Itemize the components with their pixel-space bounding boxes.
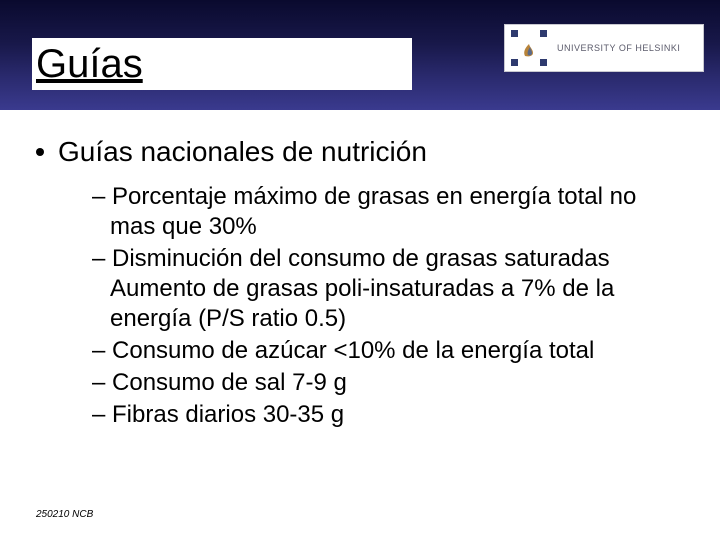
sub-item: – Consumo de sal 7-9 g	[92, 368, 664, 398]
sub-list: – Porcentaje máximo de grasas en energía…	[36, 182, 684, 430]
title-bar: Guías	[32, 38, 412, 90]
logo-mark-icon	[511, 30, 547, 66]
flame-icon	[519, 38, 539, 58]
university-logo: UNIVERSITY OF HELSINKI	[504, 24, 704, 72]
main-bullet: Guías nacionales de nutrición	[36, 136, 684, 168]
sub-item: – Porcentaje máximo de grasas en energía…	[92, 182, 664, 242]
footer-note: 250210 NCB	[36, 509, 93, 520]
logo-text: UNIVERSITY OF HELSINKI	[557, 43, 680, 53]
main-bullet-text: Guías nacionales de nutrición	[58, 136, 427, 168]
sub-item: – Consumo de azúcar <10% de la energía t…	[92, 336, 664, 366]
bullet-dot-icon	[36, 148, 44, 156]
sub-item: – Disminución del consumo de grasas satu…	[92, 244, 664, 334]
slide-title: Guías	[36, 44, 143, 84]
sub-item: – Fibras diarios 30-35 g	[92, 400, 664, 430]
content-area: Guías nacionales de nutrición – Porcenta…	[0, 110, 720, 430]
header-band: Guías UNIVERSITY OF HELSINKI	[0, 0, 720, 110]
